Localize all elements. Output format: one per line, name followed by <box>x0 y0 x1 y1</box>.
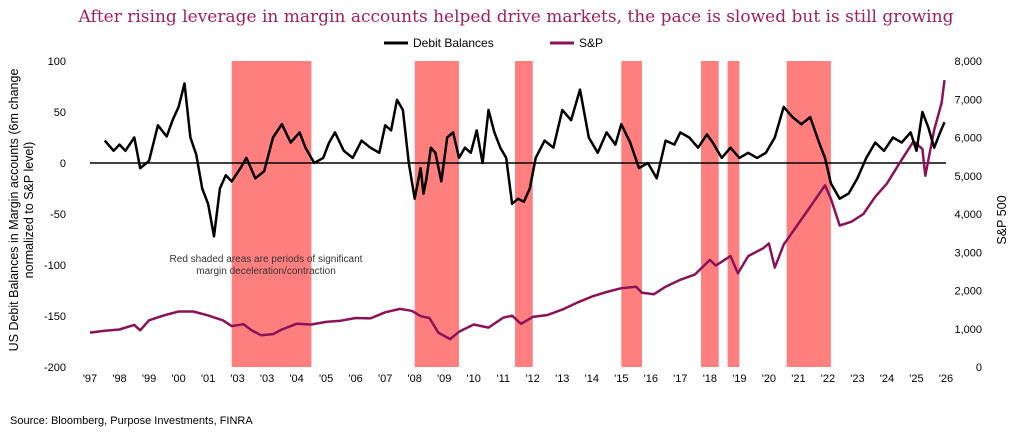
series-line-sp <box>89 79 946 341</box>
x-tick-label: '14 <box>585 373 599 385</box>
x-tick-label: '20 <box>762 373 776 385</box>
x-tick-label: '97 <box>83 373 97 385</box>
left-axis-label-line-1: US Debit Balances in Margin accounts (6m… <box>7 69 21 352</box>
chart-title: After rising leverage in margin accounts… <box>78 7 954 27</box>
x-tick-label: '16 <box>644 373 658 385</box>
x-tick-label: '26 <box>939 373 953 385</box>
left-axis-label: US Debit Balances in Margin accounts (6m… <box>7 69 36 352</box>
right-tick-label: 4,000 <box>954 209 982 221</box>
right-tick-label: 8,000 <box>954 56 982 68</box>
x-tick-label: '23 <box>850 373 864 385</box>
x-tick-label: '18 <box>703 373 717 385</box>
right-tick-label: 1,000 <box>954 324 982 336</box>
legend-label-sp: S&P <box>579 36 603 50</box>
x-tick-label: '22 <box>821 373 835 385</box>
x-tick-label: '15 <box>614 373 628 385</box>
shaded-period-1 <box>231 61 312 367</box>
x-tick-label: '10 <box>467 373 481 385</box>
left-tick-label: -200 <box>44 362 66 374</box>
x-tick-label: '09 <box>437 373 451 385</box>
right-tick-label: 5,000 <box>954 171 982 183</box>
x-tick-label: '24 <box>880 373 894 385</box>
left-tick-label: 50 <box>54 107 66 119</box>
series-line-debit-balances <box>103 82 946 238</box>
source-note: Source: Bloomberg, Purpose Investments, … <box>10 415 253 427</box>
x-tick-label: '21 <box>791 373 805 385</box>
x-tick-label: '17 <box>673 373 687 385</box>
right-axis-ticks: 8,000 7,000 6,000 5,000 4,000 3,000 2,000 1,000… <box>954 56 982 374</box>
x-tick-label: '99 <box>142 373 156 385</box>
right-tick-label: 0 <box>976 362 982 374</box>
annotation-line-2: margin deceleration/contraction <box>196 266 336 277</box>
shaded-period-5 <box>701 61 719 367</box>
annotation-line-1: Red shaded areas are periods of signific… <box>170 254 363 265</box>
left-tick-label: 100 <box>48 56 66 68</box>
shaded-periods <box>231 61 831 367</box>
x-tick-label: '04 <box>289 373 303 385</box>
right-tick-label: 2,000 <box>954 286 982 298</box>
x-tick-label: '19 <box>732 373 746 385</box>
x-tick-label: '06 <box>348 373 362 385</box>
x-tick-label: '05 <box>319 373 333 385</box>
legend-label-debit: Debit Balances <box>413 36 494 50</box>
x-tick-label: '03 <box>260 373 274 385</box>
x-tick-label: '07 <box>378 373 392 385</box>
shaded-period-4 <box>621 61 642 367</box>
x-axis-ticks: '97 '98 '99 '00 '01 '03 '03 '04 '05 '06 '07 '08 '09 '… <box>83 373 953 385</box>
legend: Debit Balances S&P <box>384 36 603 50</box>
right-tick-label: 7,000 <box>954 94 982 106</box>
x-tick-label: '13 <box>555 373 569 385</box>
shaded-period-3 <box>515 61 533 367</box>
left-axis-ticks: 100 50 0 -50 -100 -150 -200 <box>44 56 66 374</box>
right-tick-label: 3,000 <box>954 247 982 259</box>
shaded-period-7 <box>786 61 831 367</box>
x-tick-label: '08 <box>408 373 422 385</box>
left-tick-label: -150 <box>44 311 66 323</box>
left-tick-label: 0 <box>60 158 66 170</box>
x-tick-label: '11 <box>496 373 510 385</box>
x-tick-label: '03 <box>230 373 244 385</box>
left-tick-label: -100 <box>44 260 66 272</box>
x-tick-label: '00 <box>171 373 185 385</box>
right-axis-label: S&P 500 <box>995 195 1009 244</box>
x-tick-label: '25 <box>909 373 923 385</box>
right-tick-label: 6,000 <box>954 133 982 145</box>
x-tick-label: '01 <box>201 373 215 385</box>
shaded-period-6 <box>727 61 740 367</box>
left-axis-label-line-2: normalized to S&P level) <box>22 142 36 279</box>
x-tick-label: '98 <box>112 373 126 385</box>
shaded-period-2 <box>414 61 459 367</box>
x-tick-label: '12 <box>526 373 540 385</box>
left-tick-label: -50 <box>50 209 66 221</box>
